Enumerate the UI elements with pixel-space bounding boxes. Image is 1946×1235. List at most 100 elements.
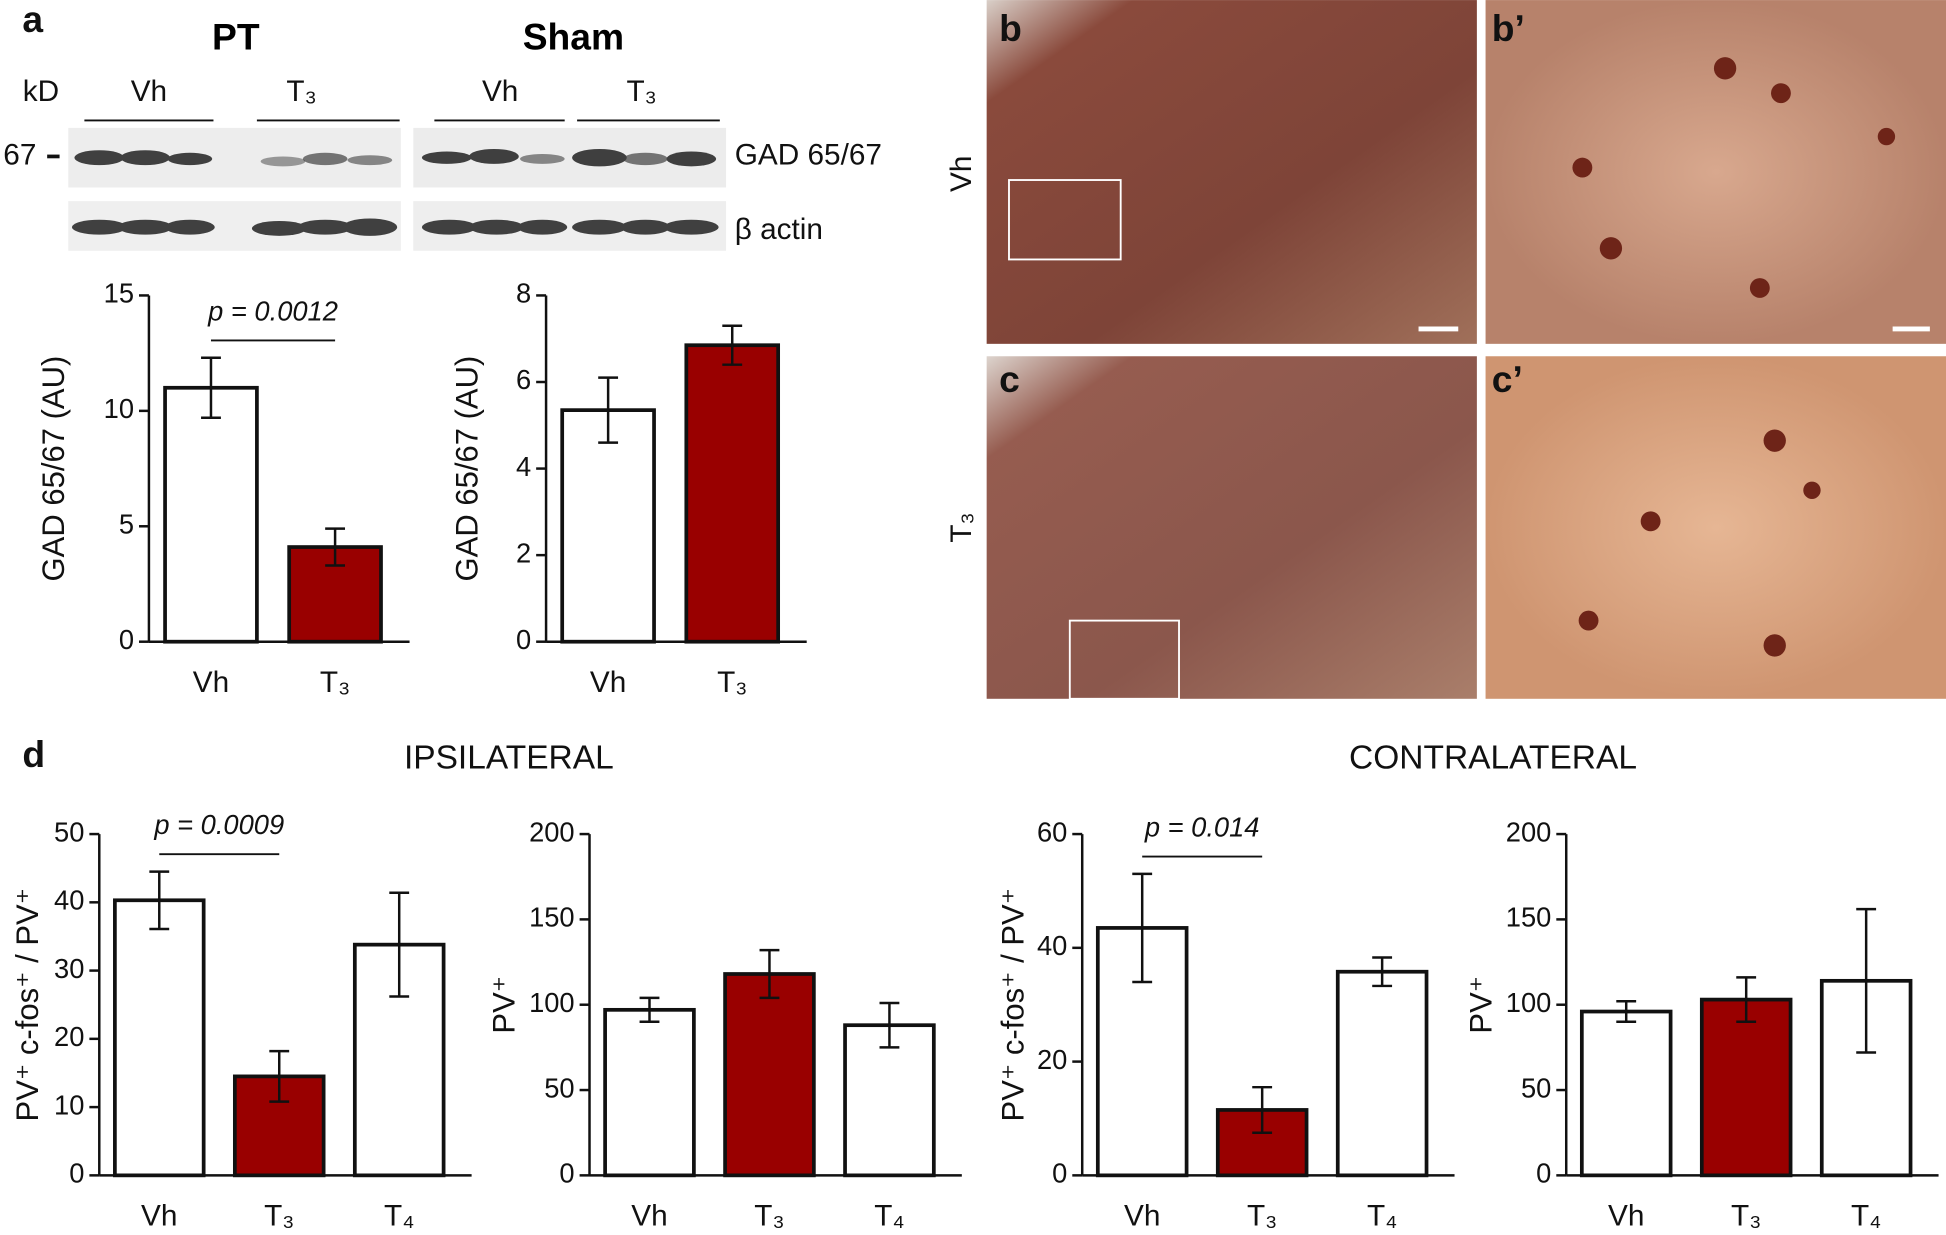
error-bar bbox=[269, 1049, 290, 1103]
x-tick-label: T₄ bbox=[384, 1199, 414, 1232]
y-tick-label: 0 bbox=[69, 1158, 84, 1189]
y-tick-label: 200 bbox=[1506, 816, 1552, 847]
error-bar bbox=[1616, 1000, 1637, 1024]
error-bar bbox=[879, 1001, 900, 1049]
error-bar bbox=[1372, 956, 1393, 988]
error-bar bbox=[389, 891, 410, 998]
x-tick-label: Vh bbox=[1608, 1199, 1644, 1232]
lane-label: T₃ bbox=[626, 75, 656, 108]
lane-label: T₃ bbox=[286, 75, 316, 108]
blot-label: β actin bbox=[735, 213, 823, 246]
x-tick-label: T₄ bbox=[1367, 1199, 1397, 1232]
x-tick-label: T₄ bbox=[1851, 1199, 1881, 1232]
bar bbox=[560, 408, 656, 644]
y-tick-label: 20 bbox=[54, 1021, 84, 1052]
x-tick-label: T₃ bbox=[717, 666, 747, 699]
y-tick-label: 2 bbox=[516, 537, 531, 568]
x-tick-label: Vh bbox=[1124, 1199, 1160, 1232]
unit-label: kD bbox=[23, 75, 59, 108]
group-title: Sham bbox=[523, 16, 624, 58]
error-bar bbox=[149, 870, 170, 931]
bar bbox=[684, 343, 781, 644]
x-tick-label: T₃ bbox=[1247, 1199, 1277, 1232]
error-bar bbox=[1856, 907, 1877, 1054]
y-tick-label: 0 bbox=[1536, 1158, 1551, 1189]
y-tick-label: 60 bbox=[1037, 816, 1067, 847]
p-value: p = 0.014 bbox=[1144, 811, 1260, 842]
group-title: CONTRALATERAL bbox=[1349, 739, 1637, 776]
x-tick-label: Vh bbox=[193, 666, 229, 699]
bar bbox=[113, 898, 206, 1178]
p-value: p = 0.0009 bbox=[153, 809, 284, 840]
x-tick-label: Vh bbox=[590, 666, 626, 699]
blot-label: GAD 65/67 bbox=[735, 138, 882, 171]
y-axis-label: GAD 65/67 (AU) bbox=[449, 356, 484, 582]
row-label: Vh bbox=[945, 156, 978, 192]
micrographs bbox=[986, 0, 1946, 700]
bar bbox=[1335, 969, 1429, 1178]
bar bbox=[723, 972, 816, 1178]
y-tick-label: 4 bbox=[516, 451, 531, 482]
x-tick-label: Vh bbox=[631, 1199, 667, 1232]
y-tick-label: 8 bbox=[516, 278, 531, 309]
y-tick-label: 100 bbox=[1506, 987, 1552, 1018]
bar bbox=[163, 385, 259, 644]
error-bar bbox=[325, 527, 346, 567]
error-bar bbox=[598, 376, 619, 444]
x-tick-label: T₃ bbox=[754, 1199, 784, 1232]
bar bbox=[1819, 978, 1913, 1178]
y-axis-label: PV⁺ c-fos⁺ / PV⁺ bbox=[10, 888, 45, 1122]
y-tick-label: 10 bbox=[54, 1089, 84, 1120]
y-axis-label: PV⁺ bbox=[487, 976, 522, 1034]
x-tick-label: Vh bbox=[141, 1199, 177, 1232]
panel-letter: c bbox=[999, 358, 1020, 400]
blots bbox=[68, 127, 727, 251]
y-tick-label: 50 bbox=[1521, 1072, 1551, 1103]
y-tick-label: 0 bbox=[559, 1158, 574, 1189]
panel-letter: d bbox=[22, 733, 45, 775]
bar bbox=[1699, 997, 1793, 1178]
panel-letter: c’ bbox=[1492, 358, 1523, 400]
lane-label: Vh bbox=[131, 75, 167, 108]
x-tick-label: T₃ bbox=[1731, 1199, 1761, 1232]
y-axis-label: GAD 65/67 (AU) bbox=[36, 356, 71, 582]
error-bar bbox=[722, 324, 743, 366]
y-tick-label: 50 bbox=[544, 1072, 574, 1103]
row-label: T₃ bbox=[945, 512, 978, 542]
y-tick-label: 150 bbox=[1506, 902, 1552, 933]
group-title: IPSILATERAL bbox=[404, 739, 614, 776]
y-tick-label: 30 bbox=[54, 953, 84, 984]
y-tick-label: 0 bbox=[1052, 1158, 1067, 1189]
error-bar bbox=[1252, 1085, 1273, 1134]
y-axis-label: PV⁺ bbox=[1463, 976, 1498, 1034]
y-tick-label: 150 bbox=[529, 902, 575, 933]
lane-label: Vh bbox=[482, 75, 518, 108]
y-tick-label: 40 bbox=[1037, 930, 1067, 961]
y-tick-label: 100 bbox=[529, 987, 575, 1018]
error-bar bbox=[639, 996, 660, 1024]
error-bar bbox=[1132, 872, 1153, 984]
y-tick-label: 6 bbox=[516, 364, 531, 395]
error-bar bbox=[201, 356, 221, 420]
x-tick-label: T₃ bbox=[320, 666, 350, 699]
x-tick-label: T₄ bbox=[874, 1199, 904, 1232]
error-bar bbox=[759, 948, 780, 1000]
error-bar bbox=[1736, 976, 1757, 1024]
y-tick-label: 20 bbox=[1037, 1044, 1067, 1075]
bar bbox=[603, 1007, 696, 1178]
y-tick-label: 0 bbox=[119, 624, 134, 655]
y-tick-label: 50 bbox=[54, 816, 84, 847]
panel-letter: b bbox=[999, 7, 1022, 49]
marker-label: 67 bbox=[3, 138, 36, 171]
y-tick-label: 15 bbox=[104, 278, 134, 309]
panel-letter: a bbox=[22, 0, 43, 40]
group-title: PT bbox=[212, 16, 260, 58]
y-tick-label: 200 bbox=[529, 816, 575, 847]
x-tick-label: T₃ bbox=[264, 1199, 294, 1232]
y-tick-label: 5 bbox=[119, 509, 134, 540]
y-tick-label: 10 bbox=[104, 393, 134, 424]
y-axis-label: PV⁺ c-fos⁺ / PV⁺ bbox=[995, 888, 1030, 1122]
y-tick-label: 40 bbox=[54, 885, 84, 916]
